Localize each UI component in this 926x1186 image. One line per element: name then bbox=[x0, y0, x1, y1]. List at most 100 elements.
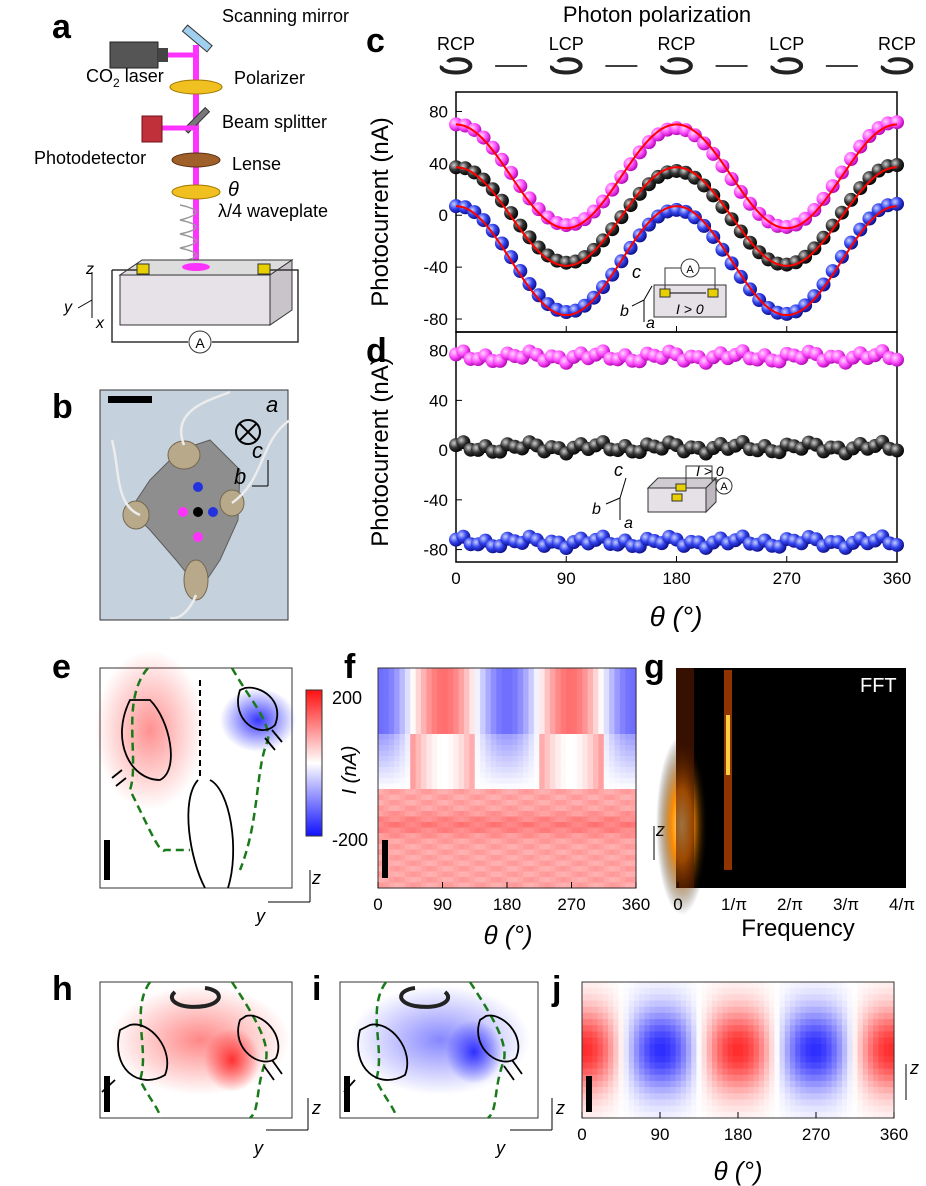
heat-cell bbox=[415, 673, 422, 680]
heat-cell bbox=[593, 860, 599, 867]
heat-cell bbox=[587, 882, 594, 889]
heat-cell bbox=[533, 728, 540, 735]
heat-cell bbox=[779, 982, 786, 989]
heat-cell bbox=[388, 800, 395, 807]
heat-cell bbox=[623, 1000, 630, 1008]
heat-cell bbox=[464, 794, 470, 801]
heat-cell bbox=[712, 1006, 718, 1014]
heat-cell bbox=[485, 756, 492, 763]
heat-cell bbox=[614, 794, 621, 801]
heat-cell bbox=[842, 1080, 848, 1088]
heat-cell bbox=[458, 767, 465, 774]
heat-cell bbox=[670, 1093, 677, 1101]
heat-cell bbox=[512, 723, 519, 730]
heat-cell bbox=[437, 767, 444, 774]
heat-cell bbox=[758, 1012, 765, 1020]
heat-cell bbox=[544, 822, 551, 829]
heat-cell bbox=[437, 734, 444, 741]
heat-cell bbox=[539, 827, 546, 834]
heat-cell bbox=[654, 1111, 661, 1119]
panel-label-c: c bbox=[366, 22, 385, 60]
heat-cell bbox=[816, 1037, 822, 1045]
heat-cell bbox=[608, 1050, 614, 1057]
heat-cell bbox=[738, 1074, 744, 1082]
heat-cell bbox=[602, 1093, 609, 1101]
heat-cell bbox=[639, 1099, 645, 1107]
heat-cell bbox=[862, 1068, 869, 1076]
heat-cell bbox=[873, 1025, 879, 1033]
heat-cell bbox=[544, 673, 551, 680]
heat-cell bbox=[816, 1111, 822, 1119]
heat-cell bbox=[649, 1068, 656, 1076]
heat-cell bbox=[738, 1043, 744, 1051]
heat-cell bbox=[609, 772, 616, 779]
heat-cell bbox=[464, 668, 470, 675]
heat-cell bbox=[485, 712, 492, 719]
heat-cell bbox=[644, 1025, 651, 1033]
heat-cell bbox=[639, 1050, 645, 1057]
heat-cell bbox=[528, 772, 535, 779]
heat-cell bbox=[404, 668, 411, 675]
heat-cell bbox=[490, 734, 497, 741]
heat-cell bbox=[576, 849, 583, 856]
heat-cell bbox=[795, 1006, 801, 1014]
heat-cell bbox=[442, 761, 449, 768]
heat-cell bbox=[426, 833, 433, 840]
heat-cell bbox=[447, 750, 454, 757]
heat-cell bbox=[442, 855, 449, 862]
heat-cell bbox=[805, 1093, 812, 1101]
heat-cell bbox=[608, 1074, 614, 1082]
heat-cell bbox=[442, 701, 449, 708]
scale-bar bbox=[108, 396, 152, 403]
xlabel-f: θ (°) bbox=[483, 920, 532, 950]
heat-cell bbox=[593, 690, 599, 697]
heat-cell bbox=[388, 684, 395, 691]
heat-cell bbox=[597, 1093, 604, 1101]
heat-cell bbox=[517, 745, 524, 752]
heat-cell bbox=[571, 706, 578, 713]
heat-cell bbox=[691, 1087, 697, 1094]
heat-cell bbox=[388, 756, 395, 763]
laser-nozzle-icon bbox=[158, 48, 168, 62]
point-blue bbox=[890, 196, 904, 211]
heat-cell bbox=[576, 750, 583, 757]
heat-cell bbox=[665, 1012, 671, 1020]
heat-cell bbox=[566, 712, 573, 719]
heat-cell bbox=[555, 827, 562, 834]
heat-cell bbox=[571, 750, 578, 757]
heat-cell bbox=[517, 728, 524, 735]
heat-cell bbox=[533, 701, 540, 708]
heat-cell bbox=[528, 877, 535, 884]
heat-cell bbox=[550, 783, 556, 790]
point-blue bbox=[522, 277, 537, 292]
heat-cell bbox=[593, 706, 599, 713]
heat-cell bbox=[378, 745, 384, 752]
heat-cell bbox=[852, 1037, 859, 1045]
panel-e: e z y bbox=[52, 648, 321, 926]
heat-cell bbox=[469, 827, 476, 834]
heat-cell bbox=[614, 712, 621, 719]
heat-cell bbox=[821, 1050, 827, 1057]
heat-cell bbox=[727, 1012, 734, 1020]
heat-cell bbox=[842, 1087, 848, 1094]
heat-cell bbox=[593, 772, 599, 779]
heat-cell bbox=[437, 723, 444, 730]
heat-cell bbox=[426, 800, 433, 807]
heat-cell bbox=[602, 1111, 609, 1119]
heat-cell bbox=[480, 794, 487, 801]
heat-cell bbox=[732, 1074, 739, 1082]
heat-cell bbox=[878, 1025, 885, 1033]
heat-cell bbox=[779, 1074, 786, 1082]
heat-cell bbox=[421, 772, 427, 779]
heat-cell bbox=[517, 811, 524, 818]
heat-cell bbox=[670, 1080, 677, 1088]
heat-cell bbox=[753, 1050, 760, 1057]
heat-cell bbox=[774, 994, 781, 1002]
heat-cell bbox=[566, 668, 573, 675]
heat-cell bbox=[598, 849, 605, 856]
heat-cell bbox=[795, 1037, 801, 1045]
heat-cell bbox=[528, 728, 535, 735]
heat-cell bbox=[485, 673, 492, 680]
heat-cell bbox=[464, 882, 470, 889]
heat-cell bbox=[426, 783, 433, 790]
